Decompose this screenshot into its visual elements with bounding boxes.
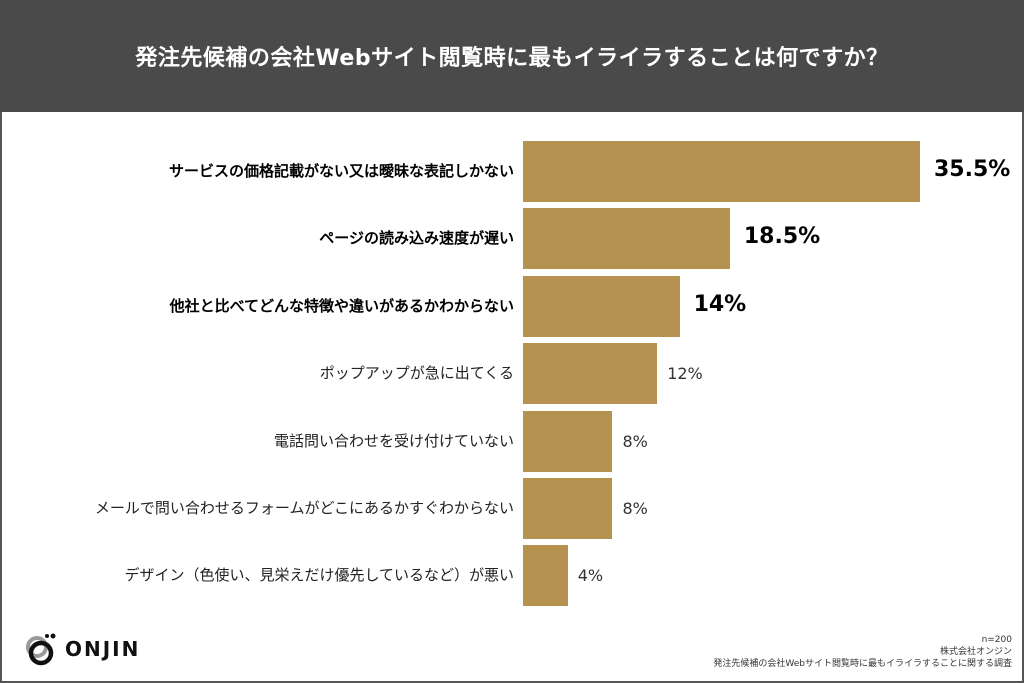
category-label: ページの読み込み速度が遅い [319,229,514,248]
data-label: 12% [667,364,703,384]
logo: ONJIN [25,632,140,666]
onjin-logo-icon [26,633,56,666]
sample-size: n=200 [981,635,1012,645]
category-label: ポップアップが急に出てくる [319,364,514,383]
logo-text: ONJIN [65,637,141,661]
category-label: メールで問い合わせるフォームがどこにあるかすぐわからない [94,499,514,517]
footer-notes: n=200 株式会社オンジン 発注先候補の会社Webサイト閲覧時に最もイライラす… [713,634,1012,670]
chart-title: 発注先候補の会社Webサイト閲覧時に最もイライラすることは何ですか？ [135,46,889,71]
bar [523,208,730,270]
bar [523,343,658,405]
company-name: 株式会社オンジン [939,647,1012,657]
data-label: 14% [693,291,747,317]
bar [523,410,613,472]
data-label: 8% [622,499,648,518]
data-label: 18.5% [743,224,821,250]
data-label: 4% [577,566,604,586]
chart-title-banner: 発注先候補の会社Webサイト閲覧時に最もイライラすることは何ですか？ [0,0,1024,112]
survey-name: 発注先候補の会社Webサイト閲覧時に最もイライラすることに関する調査 [713,659,1012,669]
category-label: サービスの価格記載がない又は曖昧な表記しかない [168,162,514,180]
bar [523,545,568,607]
bar [523,478,613,539]
bar [523,141,920,202]
category-label: デザイン（色使い、見栄えだけ優先しているなど）が悪い [124,566,514,585]
bar [523,275,680,337]
category-label: 電話問い合わせを受け付けていない [273,431,514,450]
data-label: 8% [622,431,648,451]
category-label: 他社と比べてどんな特徴や違いがあるかわからない [169,296,514,315]
data-label: 35.5% [934,157,1011,182]
